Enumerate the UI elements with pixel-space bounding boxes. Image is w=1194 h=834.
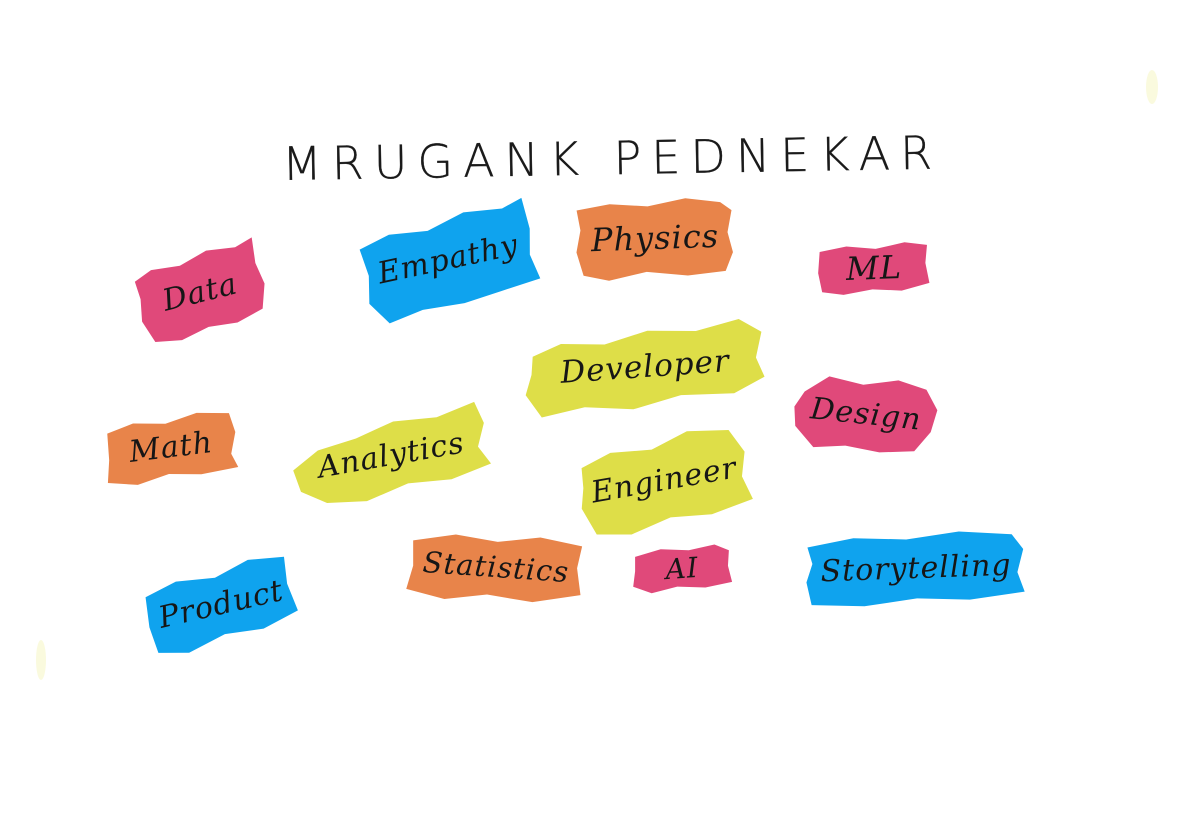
tag-statistics: Statistics (406, 524, 587, 610)
highlight-stroke (293, 401, 492, 503)
tag-label: AI (664, 550, 700, 586)
tag-ml: ML (817, 238, 931, 298)
tag-developer: Developer (521, 314, 769, 421)
yellow-smudge-left (36, 640, 46, 680)
highlight-stroke (359, 197, 541, 324)
tag-design: Design (790, 367, 942, 462)
highlight-stroke (806, 531, 1025, 607)
tag-label: Storytelling (819, 547, 1013, 589)
yellow-smudge-top-right (1146, 70, 1158, 104)
tag-data: Data (125, 231, 275, 352)
highlight-stroke (581, 430, 753, 535)
tag-product: Product (138, 546, 303, 662)
tag-empathy: Empathy (351, 189, 545, 329)
highlight-stroke (525, 318, 765, 418)
tag-ai: AI (630, 541, 733, 596)
highlight-stroke (107, 412, 239, 485)
tag-physics: Physics (575, 193, 736, 282)
highlight-stroke (406, 534, 583, 603)
highlight-stroke (145, 556, 298, 653)
tag-math: Math (100, 404, 242, 490)
highlight-stroke (794, 376, 938, 453)
highlight-stroke (576, 198, 733, 281)
highlight-stroke (134, 237, 265, 343)
highlight-stroke (818, 242, 930, 295)
tag-engineer: Engineer (571, 416, 758, 544)
page-title: MRUGANK PEDNEKAR (281, 125, 943, 192)
tag-label: Physics (590, 216, 720, 260)
tag-label: ML (845, 248, 903, 288)
tag-storytelling: Storytelling (805, 526, 1028, 610)
tag-analytics: Analytics (286, 395, 496, 514)
highlight-stroke (633, 544, 733, 594)
